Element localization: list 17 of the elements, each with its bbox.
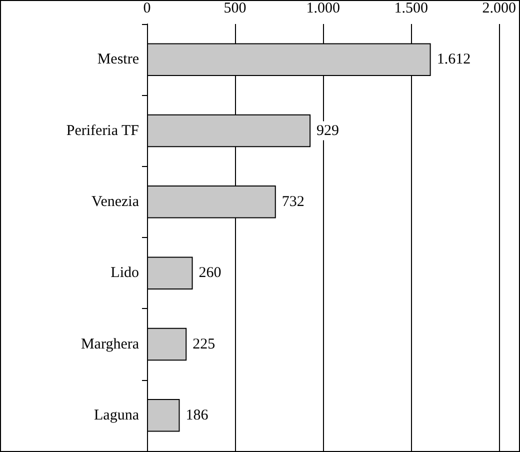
data-label: 225 <box>192 336 216 352</box>
x-tick-label: 2.000 <box>482 0 516 16</box>
x-tick-label: 500 <box>224 0 246 16</box>
y-tick-label: Marghera <box>80 336 140 352</box>
data-label: 1.612 <box>436 52 471 68</box>
y-tick-label: Venezia <box>92 194 140 210</box>
data-label: 732 <box>282 194 304 210</box>
data-label: 929 <box>316 122 340 139</box>
x-tick-label: 1.000 <box>306 0 340 16</box>
y-tick-label: Laguna <box>94 407 140 424</box>
y-tick-label: Lido <box>110 265 139 282</box>
data-label: 186 <box>186 407 209 424</box>
x-tick-label: 1.500 <box>394 0 428 16</box>
y-tick-label: Mestre <box>97 52 140 68</box>
data-label: 260 <box>198 265 222 282</box>
x-tick-label: 0 <box>143 0 151 16</box>
y-tick-label: Periferia TF <box>66 122 139 139</box>
